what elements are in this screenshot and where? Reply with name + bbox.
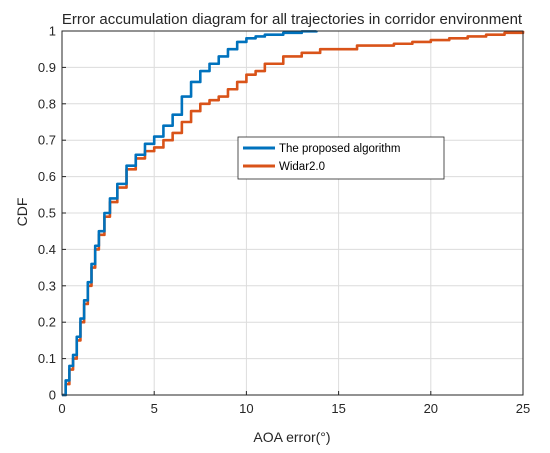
y-tick-label: 0	[49, 388, 56, 403]
x-tick-label: 10	[239, 401, 253, 416]
y-axis-label: CDF	[14, 198, 30, 227]
y-tick-label: 0.5	[38, 206, 56, 221]
series-line-proposed	[62, 30, 318, 397]
y-tick-label: 0.7	[38, 133, 56, 148]
y-tick-label: 0.2	[38, 315, 56, 330]
x-tick-label: 25	[516, 401, 530, 416]
legend-label-widar: Widar2.0	[279, 161, 325, 173]
y-tick-label: 0.1	[38, 351, 56, 366]
legend-label-proposed: The proposed algorithm	[279, 143, 400, 155]
legend-box	[237, 136, 445, 180]
x-tick-label: 15	[331, 401, 345, 416]
y-tick-label: 0.6	[38, 169, 56, 184]
x-tick-label: 0	[58, 401, 65, 416]
y-tick-label: 0.3	[38, 278, 56, 293]
x-tick-label: 20	[424, 401, 438, 416]
x-axis: 0 5 10 15 20 25	[58, 391, 530, 416]
y-tick-label: 0.8	[38, 96, 56, 111]
y-tick-label: 0.9	[38, 60, 56, 75]
chart-title: Error accumulation diagram for all traje…	[62, 11, 523, 28]
y-axis: 0 0.1 0.2 0.3 0.4 0.5 0.6 0.7 0.8 0.9 1	[38, 24, 66, 403]
x-tick-label: 5	[151, 401, 158, 416]
y-tick-label: 1	[49, 24, 56, 39]
y-tick-label: 0.4	[38, 242, 56, 257]
x-axis-label: AOA error(°)	[253, 429, 330, 445]
legend: The proposed algorithm Widar2.0	[237, 136, 445, 180]
grid	[61, 30, 524, 396]
series-lines	[62, 30, 525, 397]
